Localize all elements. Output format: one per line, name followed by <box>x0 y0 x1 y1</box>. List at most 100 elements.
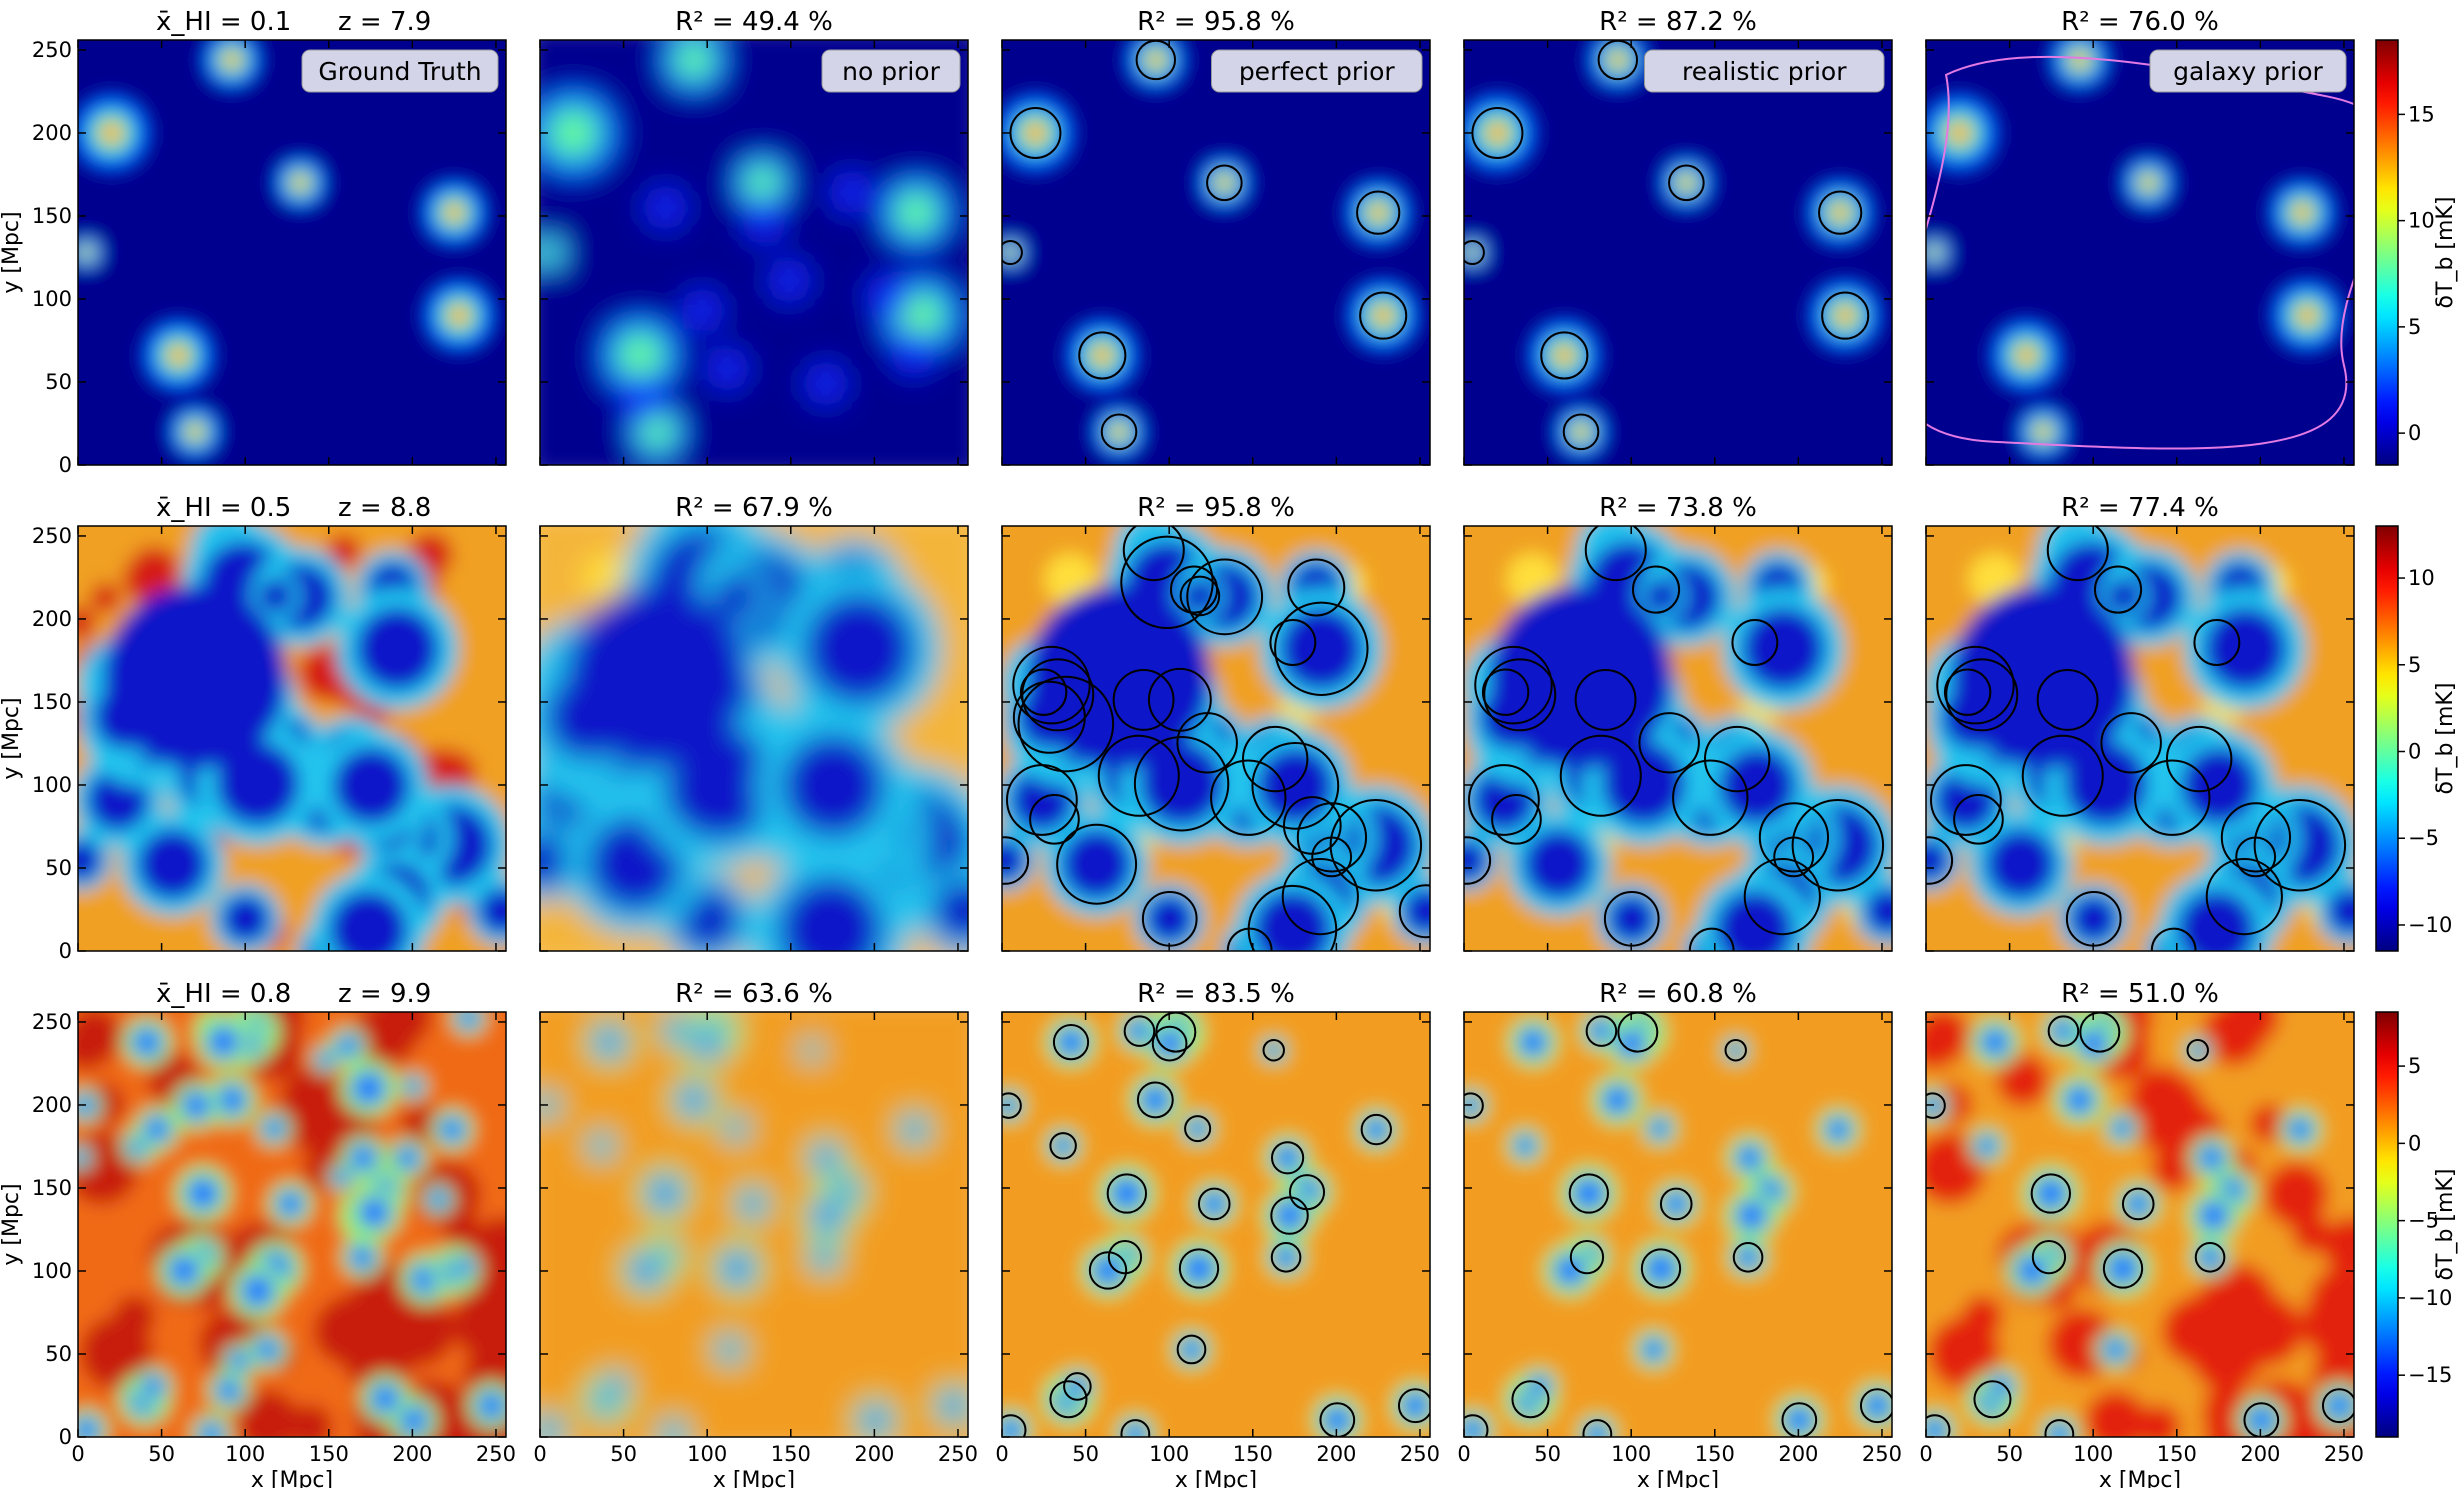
colorbar-tick-label: 0 <box>2408 740 2421 764</box>
contour-line <box>1356 190 1401 235</box>
field-blob-core <box>907 301 935 330</box>
field-texture <box>78 40 506 465</box>
field-hole <box>78 1416 100 1437</box>
y-tick-label: 100 <box>32 287 72 311</box>
colorbar-tick-label: 15 <box>2408 102 2435 126</box>
contour-line <box>1009 106 1062 159</box>
field-blob-core <box>1485 121 1510 145</box>
y-axis-label: y [Mpc] <box>0 697 24 779</box>
field-hole <box>692 1028 723 1059</box>
field-hot <box>401 1104 441 1143</box>
field-hole <box>1273 1199 1306 1232</box>
colorbar-tick-label: 5 <box>2408 1054 2421 1078</box>
contour-line <box>1329 799 1423 892</box>
panel-title-xhi: x̄_HI = 0.1 <box>156 7 291 37</box>
field-hole <box>2046 1421 2072 1437</box>
field-hole <box>2110 1117 2133 1140</box>
contour-line <box>1184 1115 1212 1143</box>
contour-line <box>1029 793 1080 845</box>
field-hole <box>2287 1116 2314 1143</box>
y-axis-label: y [Mpc] <box>0 1183 24 1265</box>
field-texture <box>540 40 968 465</box>
field-hole <box>349 1143 378 1172</box>
contour-line <box>1133 736 1230 832</box>
field-warm <box>1506 553 1559 606</box>
field-hole <box>329 890 408 951</box>
field-hole <box>593 1026 625 1058</box>
method-tag <box>301 49 499 93</box>
field-background <box>1002 40 1430 465</box>
field-hole <box>802 1041 821 1060</box>
field-hole <box>1139 1084 1171 1116</box>
field-haze <box>680 288 725 333</box>
field-hole <box>629 1254 663 1287</box>
field-hot <box>373 1012 432 1046</box>
field-hole <box>357 1196 391 1229</box>
field-hot <box>2136 1404 2181 1437</box>
contour-line <box>1107 1239 1143 1275</box>
contour-line <box>1012 645 1091 725</box>
field-hole <box>811 1199 844 1232</box>
field-hole <box>78 1094 96 1117</box>
contour-line <box>1732 1241 1764 1273</box>
contour-line <box>1012 680 1086 754</box>
field-hole <box>811 1244 837 1270</box>
contour-line <box>1397 1388 1430 1424</box>
field-hole <box>2124 1190 2152 1218</box>
field-hot <box>2098 1405 2138 1437</box>
field-hole <box>1979 1026 2011 1058</box>
field-hole <box>714 572 762 620</box>
panel-title-xhi: x̄_HI = 0.8 <box>156 979 291 1009</box>
panel-frame <box>1925 39 2355 466</box>
contour-line <box>2093 565 2143 614</box>
field-hole <box>78 1149 88 1166</box>
field-hole <box>1200 1190 1228 1218</box>
field-haze <box>828 170 873 215</box>
field-hole <box>1641 1337 1666 1362</box>
x-tick-label: 100 <box>225 1442 265 1466</box>
contour-line <box>1540 331 1589 380</box>
contour-line <box>1097 734 1180 817</box>
panel-frame <box>1463 525 1893 952</box>
field-hole <box>1648 1117 1671 1140</box>
field-background <box>1464 40 1892 465</box>
method-tag-label: realistic prior <box>1682 57 1847 86</box>
panel-frame <box>77 39 507 466</box>
panel-frame <box>77 1011 507 1438</box>
field-hole <box>255 1337 280 1362</box>
contour-line <box>1002 1092 1022 1119</box>
field-hole <box>1055 1026 1087 1058</box>
contour-line <box>1926 1092 1946 1119</box>
field-hole <box>454 1257 475 1277</box>
field-hole <box>221 894 270 943</box>
field-blob-core <box>444 202 465 223</box>
contour-line <box>1002 1414 1027 1437</box>
field-hole <box>1363 1116 1390 1143</box>
contour-line <box>1049 1380 1088 1419</box>
field-hole <box>1182 578 1218 614</box>
field-hole <box>777 876 884 951</box>
field-hole <box>349 1244 375 1270</box>
contour-line <box>1088 1251 1128 1290</box>
field-hole <box>1256 747 1334 825</box>
field-hot <box>2124 1071 2205 1152</box>
contour-line <box>1569 1239 1605 1275</box>
field-hole <box>781 734 886 838</box>
contour-line <box>1002 836 1030 885</box>
field-warm <box>582 553 635 606</box>
field-hole <box>258 578 294 614</box>
field-haze <box>767 258 812 303</box>
field-hole <box>724 1117 747 1140</box>
field-hole <box>336 1034 360 1058</box>
panel-title-r2: R² = 95.8 % <box>1137 7 1295 37</box>
field-blob-core <box>1466 246 1478 259</box>
field-hole <box>1975 1134 1999 1158</box>
contour-line <box>2036 668 2099 731</box>
field-hole <box>1464 1094 1482 1117</box>
field-hole <box>932 879 968 943</box>
y-tick-label: 200 <box>32 607 72 631</box>
field-hole <box>131 1026 163 1058</box>
colorbar-gradient <box>2375 39 2399 466</box>
field-hole <box>1601 1084 1633 1116</box>
field-hot <box>1961 1295 2004 1338</box>
